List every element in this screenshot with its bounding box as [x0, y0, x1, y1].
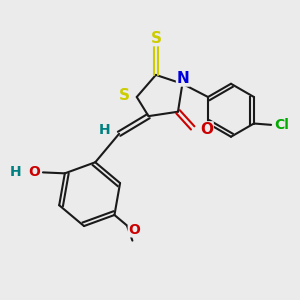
- Text: O: O: [200, 122, 213, 137]
- Text: S: S: [119, 88, 130, 103]
- Text: H: H: [10, 165, 22, 179]
- Text: H: H: [99, 123, 110, 137]
- Text: S: S: [150, 31, 161, 46]
- Text: Cl: Cl: [274, 118, 290, 132]
- Text: O: O: [128, 223, 140, 237]
- Text: N: N: [177, 71, 189, 86]
- Text: O: O: [29, 165, 40, 179]
